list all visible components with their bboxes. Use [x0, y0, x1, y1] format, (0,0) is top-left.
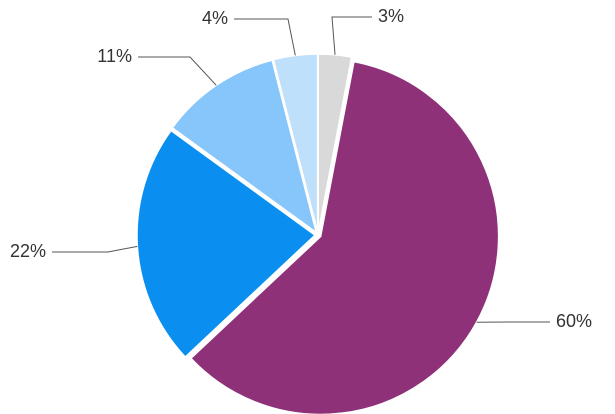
leader-line	[331, 16, 372, 55]
pie-slice	[272, 53, 319, 233]
pie-slice	[136, 129, 317, 359]
pie-slice	[189, 60, 500, 414]
leader-line	[52, 245, 138, 253]
data-label: 3%	[378, 6, 404, 26]
pie-slice	[171, 59, 318, 235]
data-label: 4%	[202, 8, 228, 28]
data-label: 60%	[556, 311, 592, 331]
data-label: 11%	[97, 46, 132, 66]
data-label: 22%	[10, 241, 46, 261]
leader-line	[234, 18, 296, 56]
leader-line	[138, 56, 217, 86]
